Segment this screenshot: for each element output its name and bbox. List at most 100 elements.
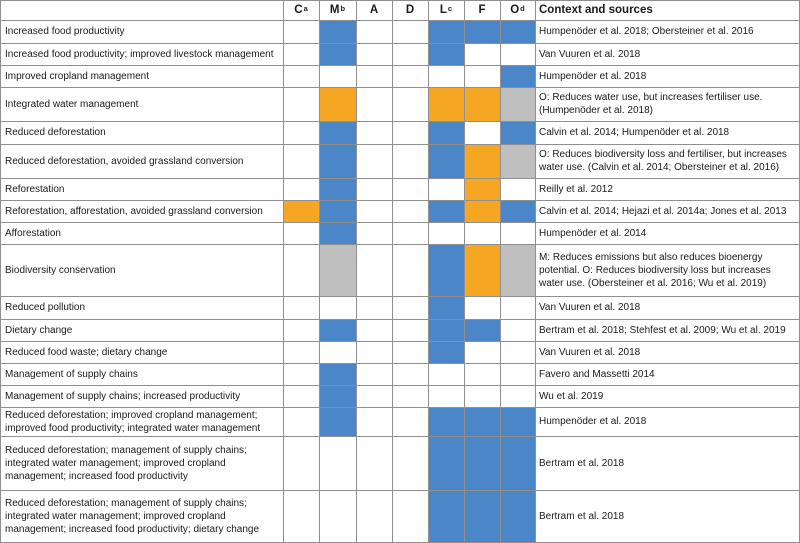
impact-cell-f (464, 490, 500, 543)
impact-cell-a (356, 436, 392, 490)
column-header-text: A (369, 4, 379, 16)
impact-cell-l (428, 222, 464, 244)
impact-cell-l (428, 296, 464, 319)
impact-cell-f (464, 341, 500, 363)
impact-cell-l (428, 178, 464, 200)
impact-cell-m (319, 20, 356, 43)
column-divider (283, 0, 284, 543)
column-header-a: A (356, 0, 392, 20)
impact-cell-f (464, 178, 500, 200)
impact-cell-f (464, 43, 500, 65)
impact-cell-c (283, 200, 319, 222)
impact-cell-o (500, 200, 535, 222)
impact-cell-a (356, 43, 392, 65)
impact-cell-c (283, 222, 319, 244)
impact-cell-a (356, 244, 392, 296)
row-divider (0, 385, 800, 386)
impact-cell-d (392, 363, 428, 385)
impact-cell-f (464, 363, 500, 385)
row-divider (0, 43, 800, 44)
row-sources: Humpenöder et al. 2018 (539, 416, 647, 427)
row-sources: Calvin et al. 2014; Hejazi et al. 2014a;… (539, 205, 787, 217)
impact-cell-m (319, 407, 356, 436)
row-sources: Van Vuuren et al. 2018 (539, 346, 641, 358)
impact-cell-m (319, 363, 356, 385)
impact-cell-l (428, 65, 464, 87)
impact-cell-a (356, 121, 392, 144)
impact-cell-c (283, 178, 319, 200)
impact-cell-m (319, 319, 356, 341)
impact-cell-d (392, 490, 428, 543)
impact-cell-d (392, 296, 428, 319)
row-divider (0, 407, 800, 408)
impact-cell-d (392, 222, 428, 244)
row-sources: M: Reduces emissions but also reduces bi… (539, 251, 771, 289)
column-divider (356, 0, 357, 543)
impact-cell-a (356, 363, 392, 385)
column-divider (535, 0, 536, 543)
column-divider (392, 0, 393, 543)
row-divider (0, 490, 800, 491)
impact-cell-d (392, 244, 428, 296)
impact-cell-d (392, 144, 428, 178)
impact-cell-a (356, 319, 392, 341)
impact-cell-f (464, 436, 500, 490)
column-divider (428, 0, 429, 543)
impact-cell-l (428, 121, 464, 144)
row-divider (0, 319, 800, 320)
impact-cell-f (464, 222, 500, 244)
impact-cell-d (392, 178, 428, 200)
impact-cell-d (392, 20, 428, 43)
impact-cell-o (500, 319, 535, 341)
impact-cell-o (500, 222, 535, 244)
impact-cell-f (464, 200, 500, 222)
impact-cell-f (464, 20, 500, 43)
impact-cell-o (500, 363, 535, 385)
impact-cell-a (356, 144, 392, 178)
impact-cell-o (500, 20, 535, 43)
row-sources: Calvin et al. 2014; Humpenöder et al. 20… (539, 127, 730, 138)
impact-cell-m (319, 490, 356, 543)
row-divider (0, 436, 800, 437)
impact-cell-o (500, 407, 535, 436)
row-label: Increased food productivity; improved li… (5, 48, 274, 60)
impact-cell-d (392, 200, 428, 222)
row-sources: Humpenöder et al. 2018; Obersteiner et a… (539, 26, 754, 37)
impact-cell-f (464, 121, 500, 144)
header-label-cell (0, 0, 283, 20)
impact-cell-a (356, 490, 392, 543)
impact-cell-f (464, 319, 500, 341)
column-header-footnote: a (303, 3, 308, 13)
impact-cell-m (319, 341, 356, 363)
impact-cell-c (283, 363, 319, 385)
impact-cell-m (319, 436, 356, 490)
row-divider (0, 296, 800, 297)
impact-cell-l (428, 436, 464, 490)
row-label: Reduced deforestation, avoided grassland… (5, 155, 244, 167)
impact-cell-f (464, 65, 500, 87)
row-sources: Bertram et al. 2018 (539, 457, 625, 469)
column-header-text: C (294, 4, 303, 16)
impact-cell-l (428, 385, 464, 407)
row-sources: Van Vuuren et al. 2018 (539, 302, 641, 313)
impact-cell-f (464, 296, 500, 319)
impact-cell-c (283, 490, 319, 543)
impact-cell-l (428, 490, 464, 543)
row-label: Reduced deforestation; improved cropland… (5, 409, 261, 434)
row-sources: Bertram et al. 2018; Stehfest et al. 200… (539, 324, 786, 336)
impact-cell-a (356, 341, 392, 363)
impact-cell-l (428, 43, 464, 65)
impact-cell-d (392, 436, 428, 490)
impact-cell-m (319, 43, 356, 65)
impact-cell-o (500, 178, 535, 200)
column-header-text: L (439, 4, 447, 16)
impact-cell-c (283, 20, 319, 43)
impact-cell-m (319, 244, 356, 296)
impact-cell-a (356, 65, 392, 87)
row-sources: Reilly et al. 2012 (539, 183, 613, 195)
impact-cell-c (283, 43, 319, 65)
impact-cell-c (283, 144, 319, 178)
